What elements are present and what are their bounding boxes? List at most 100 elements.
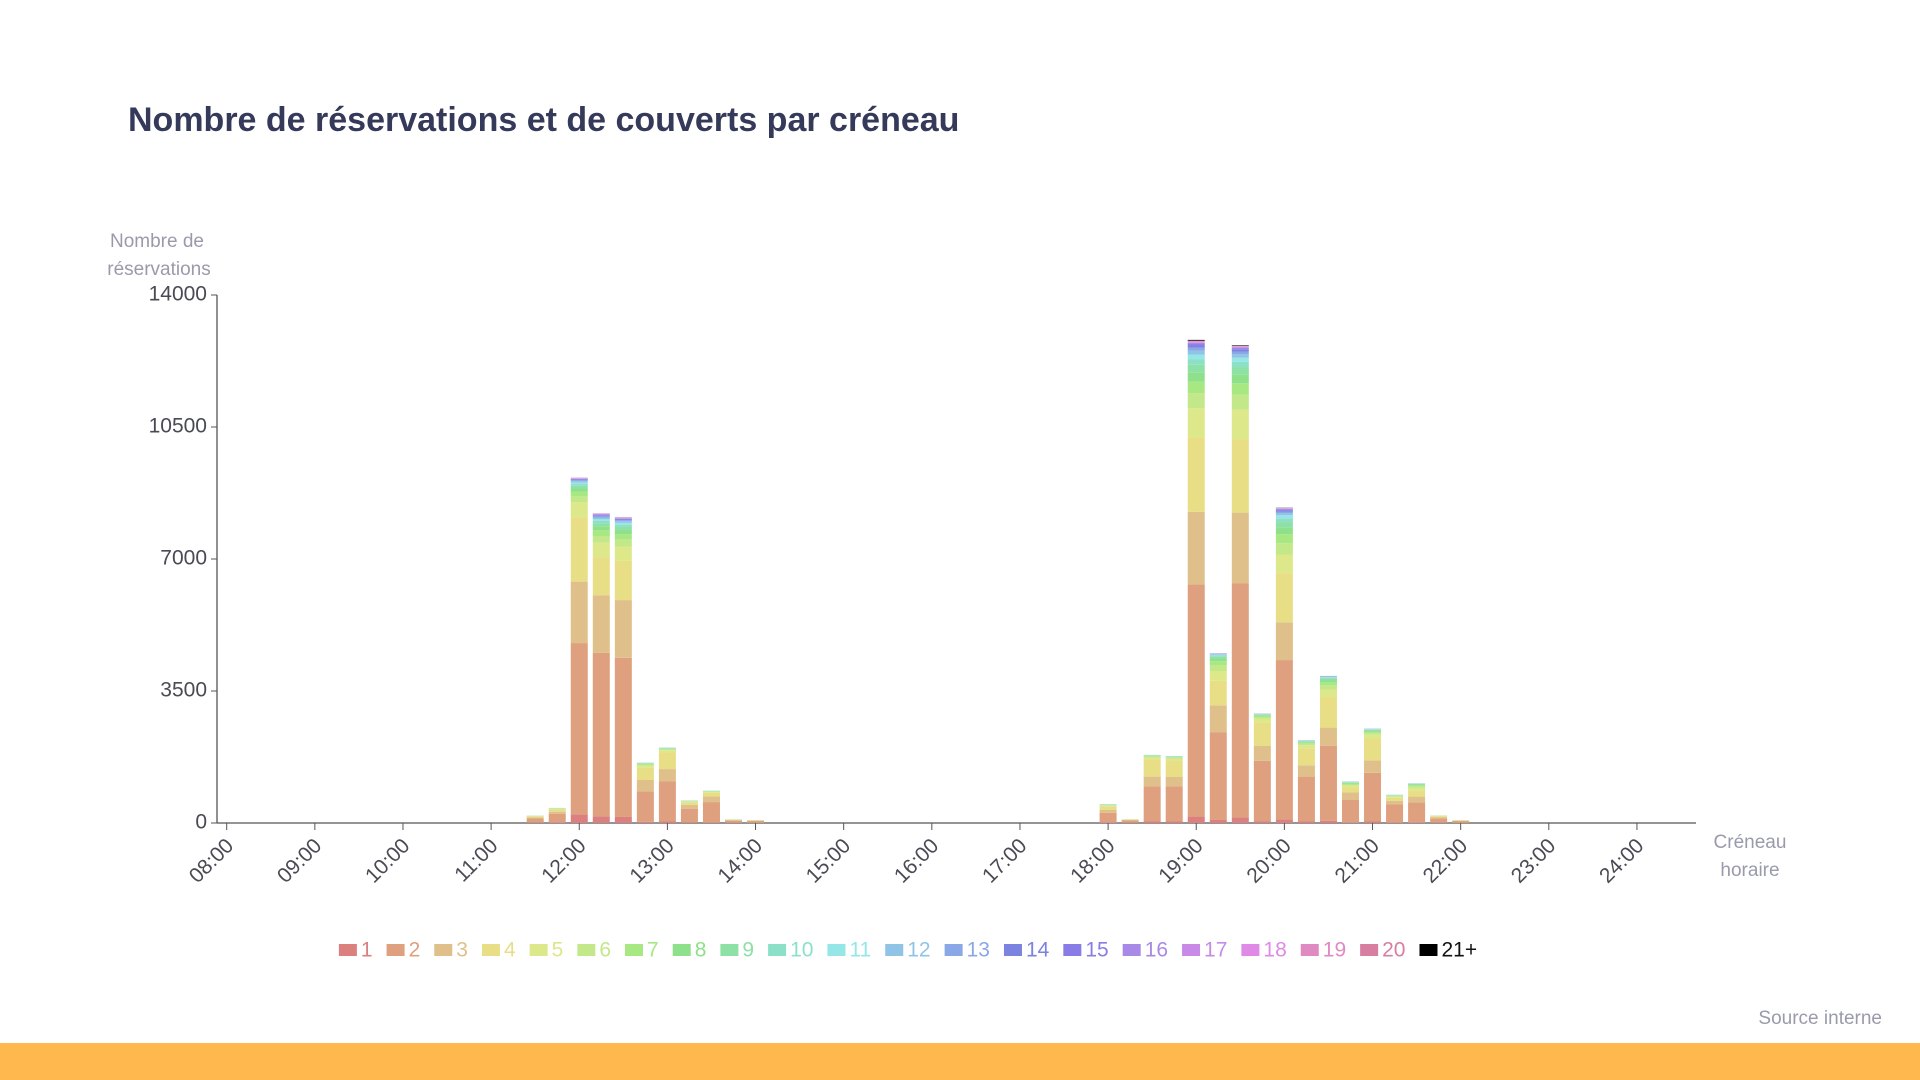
bar-segment [1165,758,1183,761]
bar-segment [1231,345,1249,346]
bar-segment [658,821,676,823]
bar-segment [1297,821,1315,823]
legend-item: 2 [386,939,420,962]
legend-swatch [625,944,644,956]
bar-segment [1275,622,1293,661]
bar-segment [1386,804,1404,823]
bar-segment [1319,677,1337,678]
bar-segment [1297,743,1315,746]
bar-segment [1187,359,1205,365]
bar-segment [1386,796,1404,798]
bar-segment [1319,689,1337,698]
legend-label: 16 [1145,939,1168,962]
bar-segment [1275,554,1293,574]
x-tick-label: 08:00 [185,834,238,887]
chart-title: Nombre de réservations et de couverts pa… [128,101,959,139]
bar-segment [1231,367,1249,375]
legend-label: 21+ [1441,939,1477,962]
bar-segment [1209,656,1227,659]
bar-segment [636,767,654,781]
x-tick-label: 16:00 [890,834,943,887]
legend-label: 17 [1204,939,1227,962]
bar-segment [1275,522,1293,528]
bar-segment [680,802,698,805]
bar-segment [570,581,588,644]
bar-segment [1143,759,1161,777]
legend-item: 19 [1300,939,1346,962]
bar-segment [1253,821,1271,823]
x-tick-label: 15:00 [802,834,855,887]
bar-segment [570,502,588,518]
bar-segment [1253,715,1271,718]
bar-segment [1408,802,1426,823]
bar-segment [1209,705,1227,733]
bar-segment [1319,727,1337,746]
bar-segment [658,781,676,822]
bar-segment [570,485,588,489]
x-axis-label: Créneau [1714,832,1787,853]
bar-segment [1408,790,1426,797]
bar-segment [1209,664,1227,672]
bar-segment [548,808,566,810]
bar-segment [570,517,588,582]
legend-label: 15 [1085,939,1108,962]
bar-segment [570,488,588,492]
bar-segment [592,526,610,531]
bar-segment [592,516,610,518]
legend-swatch [1300,944,1319,956]
bar-segment [658,749,676,751]
x-axis-label: horaire [1720,860,1779,881]
bar-segment [636,821,654,823]
legend-swatch [338,944,357,956]
legend-item: 8 [672,939,707,962]
bar-segment [1364,729,1382,731]
bar-segment [1319,680,1337,683]
bar-segment [1364,821,1382,823]
legend-swatch [1241,944,1260,956]
bar-segment [1386,797,1404,801]
bar-segment [1231,357,1249,362]
bar-segment [1275,515,1293,519]
bar-segment [1099,805,1117,807]
y-tick-label: 3500 [160,679,207,702]
bar-segment [592,816,610,823]
legend-swatch [1360,944,1379,956]
bar-segment [1187,342,1205,343]
legend-label: 8 [695,939,707,962]
legend-item: 18 [1241,939,1287,962]
bar-segment [1341,822,1359,823]
bar-segment [1165,757,1183,758]
bar-segment [1121,820,1139,823]
legend-item: 15 [1063,939,1109,962]
bar-segment [1297,741,1315,742]
bar-segment [658,752,676,770]
bar-segment [1187,347,1205,351]
bar-segment [592,530,610,536]
bar-segment [1231,354,1249,358]
x-tick-label: 21:00 [1331,834,1384,887]
bar-segment [614,526,632,530]
bar-segment [548,813,566,823]
bar-segment [1386,822,1404,823]
bar-segment [1231,351,1249,355]
bar-segment [1099,822,1117,823]
bar-segment [1275,518,1293,523]
bar-segment [1297,741,1315,743]
bar-segment [1341,799,1359,823]
bar-segment [1408,796,1426,803]
bar-segment [1187,344,1205,346]
bar-segment [1275,512,1293,516]
bar-segment [570,479,588,480]
x-tick-label: 09:00 [273,834,326,887]
bar-segment [1099,809,1117,813]
bar-segment [1165,760,1183,777]
bar-segment [1341,784,1359,786]
bar-segment [592,652,610,817]
bar-segment [1099,812,1117,823]
y-tick-label: 0 [195,811,207,834]
bar-segment [1143,786,1161,822]
bar-segment [1187,372,1205,382]
legend-swatch [529,944,548,956]
y-tick-label: 7000 [160,547,207,570]
